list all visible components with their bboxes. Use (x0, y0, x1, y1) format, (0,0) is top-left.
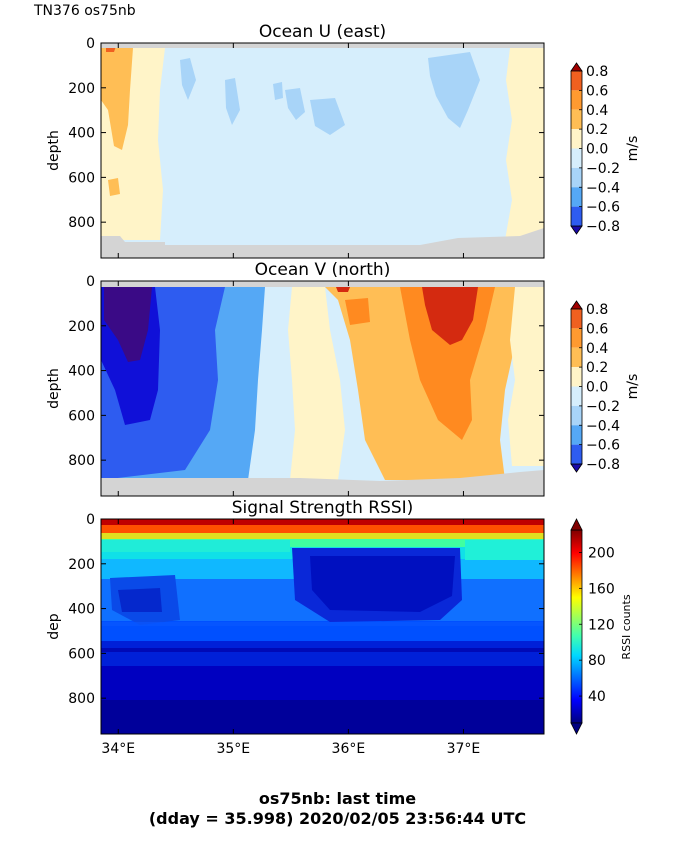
colorbar-tick-label: 0.6 (586, 321, 608, 337)
colorbar-segment (571, 405, 582, 426)
colorbar-arrow-bottom (570, 463, 583, 473)
colorbar-tick-label: 0.4 (586, 103, 608, 119)
colorbar-tick-label: 120 (588, 617, 615, 633)
colorbar-tick-label: 80 (588, 653, 606, 669)
rssi-title: Signal Strength RSSI) (232, 498, 414, 518)
colorbar-tick-label: 0.0 (586, 142, 608, 158)
colorbar-segment (571, 187, 582, 207)
colorbar-tick-label: −0.4 (586, 418, 620, 434)
y-tick-label: 400 (68, 602, 95, 618)
colorbar-segment (571, 71, 582, 91)
colorbar-segment (571, 328, 582, 348)
v-field (101, 281, 544, 496)
u-field (101, 43, 544, 258)
colorbar-segment (571, 109, 582, 130)
x-tick-label: 34°E (101, 741, 135, 757)
colorbar-tick-label: 0.2 (586, 122, 608, 138)
colorbar-segment (571, 129, 582, 149)
y-tick-label: 0 (86, 274, 95, 290)
y-tick-label: 800 (68, 691, 95, 707)
colorbar-tick-label: −0.8 (586, 457, 620, 473)
rssi-colorbar: 200 160 120 80 40 RSSI counts (570, 518, 633, 735)
colorbar-tick-label: −0.4 (586, 180, 620, 196)
u-title: Ocean U (east) (259, 22, 386, 42)
colorbar-label: m/s (625, 136, 641, 162)
v-frame (100, 280, 545, 497)
colorbar-tick-label: 0.8 (586, 64, 608, 80)
y-tick-label: 200 (68, 81, 95, 97)
colorbar-tick-label: 0.0 (586, 380, 608, 396)
footer-line-2: (dday = 35.998) 2020/02/05 23:56:44 UTC (148, 809, 527, 828)
colorbar-label: RSSI counts (620, 594, 633, 659)
x-tick-label: 37°E (447, 741, 481, 757)
y-tick-label: 400 (68, 126, 95, 142)
y-tick-label: 200 (68, 557, 95, 573)
colorbar-tick-label: −0.2 (586, 399, 620, 415)
colorbar-label: m/s (625, 374, 641, 400)
x-tick-label: 36°E (332, 741, 366, 757)
colorbar-tick-label: −0.8 (586, 219, 620, 235)
colorbar-segment (571, 90, 582, 110)
y-tick-label: 400 (68, 364, 95, 380)
colorbar-arrow-top (570, 300, 583, 310)
colorbar-segment (571, 347, 582, 368)
y-tick-label: 600 (68, 646, 95, 662)
x-tick-label: 35°E (216, 741, 250, 757)
u-xticks (117, 43, 464, 258)
v-yticks: 0 200 400 600 800 (68, 274, 544, 469)
u-colorbar: 0.8 0.6 0.4 0.2 0.0 −0.2 −0.4 −0.6 −0.8 m/s (570, 62, 641, 235)
colorbar-tick-label: −0.2 (586, 161, 620, 177)
colorbar-segment (571, 148, 582, 168)
colorbar-tick-label: 0.2 (586, 360, 608, 376)
rssi-ylabel: dep (46, 613, 62, 640)
colorbar-segment (571, 386, 582, 406)
corner-label: TN376 os75nb (34, 3, 136, 19)
colorbar-tick-label: −0.6 (586, 438, 620, 454)
y-tick-label: 200 (68, 319, 95, 335)
colorbar-segment (571, 444, 582, 464)
rssi-frame (100, 518, 545, 735)
colorbar-segment (571, 425, 582, 445)
colorbar-tick-label: 0.6 (586, 83, 608, 99)
colorbar-segment (571, 367, 582, 387)
colorbar-tick-label: 200 (588, 545, 615, 561)
rssi-yticks: 0 200 400 600 800 (68, 512, 544, 707)
panel-v: Ocean V (north) depth 0 200 400 600 800 (46, 260, 545, 497)
y-tick-label: 600 (68, 408, 95, 424)
colorbar-tick-label: 0.4 (586, 341, 608, 357)
u-yticks: 0 200 400 600 800 (68, 36, 544, 231)
colorbar-tick-label: 40 (588, 689, 606, 705)
u-frame (100, 42, 545, 259)
y-tick-label: 0 (86, 512, 95, 528)
y-tick-label: 600 (68, 170, 95, 186)
rssi-field (101, 519, 544, 734)
colorbar-arrow-top (570, 62, 583, 72)
footer-line-1: os75nb: last time (258, 789, 417, 808)
panel-u: Ocean U (east) depth 0 200 400 600 800 (46, 22, 545, 259)
colorbar-segment (571, 206, 582, 226)
colorbar-tick-label: 160 (588, 581, 615, 597)
v-xticks (117, 281, 464, 496)
panel-rssi: Signal Strength RSSI) dep 0200400600800 … (46, 498, 545, 757)
v-colorbar: 0.8 0.6 0.4 0.2 0.0 −0.2 −0.4 −0.6 −0.8 m/s (570, 300, 641, 473)
colorbar-segment (571, 309, 582, 329)
y-tick-label: 800 (68, 215, 95, 231)
y-tick-label: 0 (86, 36, 95, 52)
colorbar-tick-label: −0.6 (586, 200, 620, 216)
rssi-xticks: 34°E 35°E 36°E 37°E (101, 519, 480, 757)
colorbar-segment (571, 167, 582, 188)
y-tick-label: 800 (68, 453, 95, 469)
colorbar-arrow-bottom (570, 225, 583, 235)
v-ylabel: depth (46, 368, 62, 409)
u-ylabel: depth (46, 130, 62, 171)
v-title: Ocean V (north) (255, 260, 391, 280)
colorbar-tick-label: 0.8 (586, 302, 608, 318)
